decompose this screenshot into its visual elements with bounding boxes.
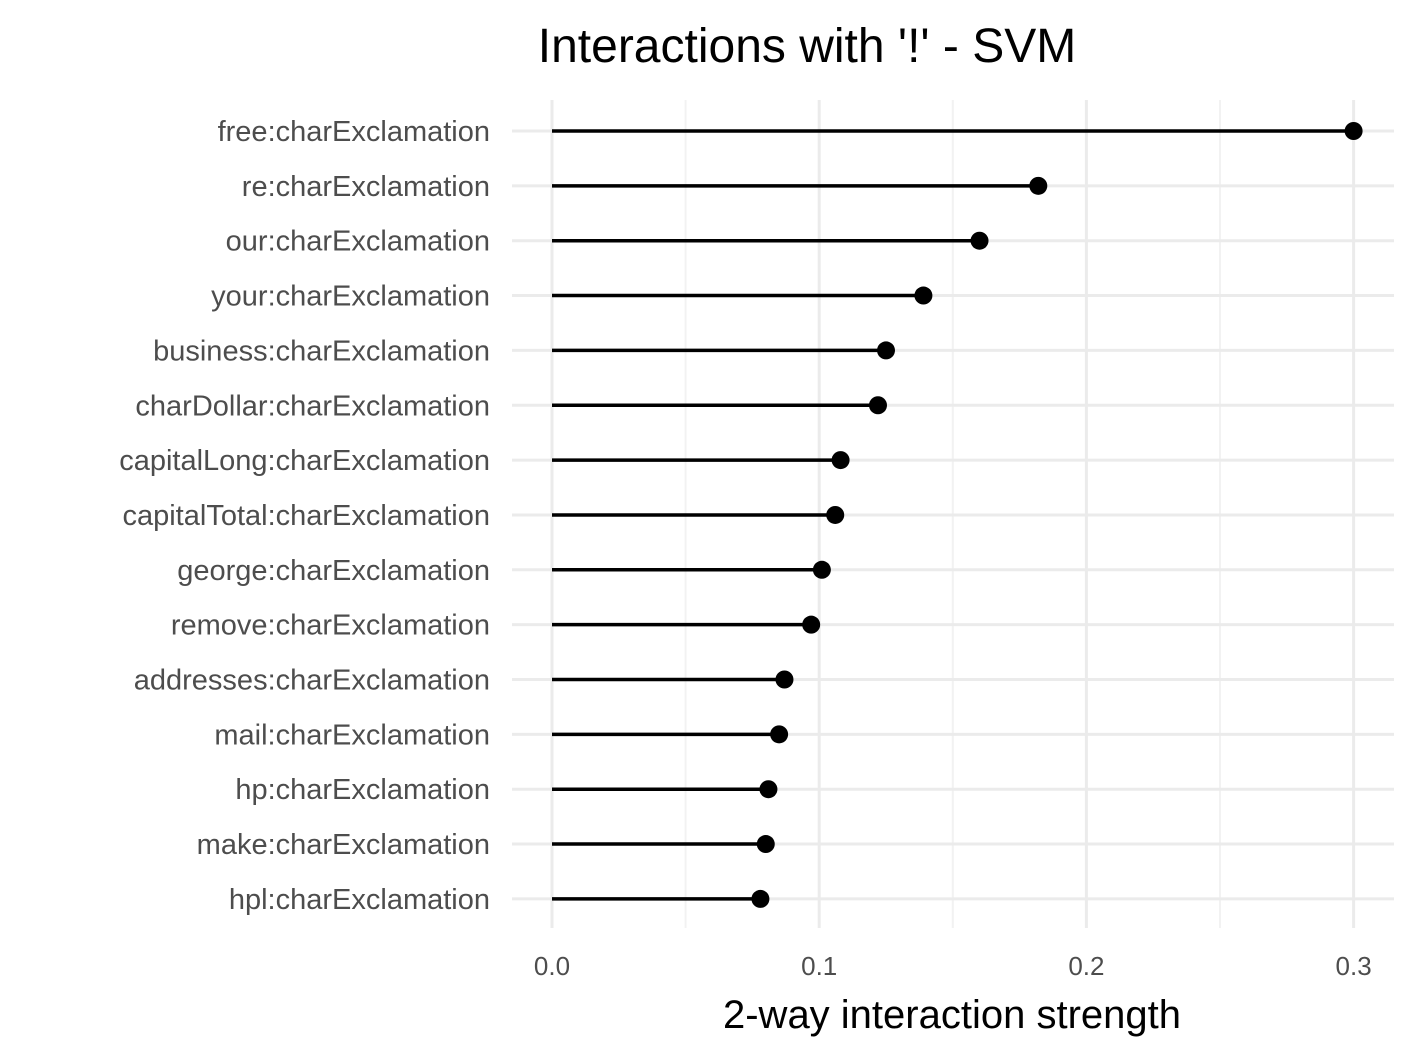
lollipop-point: [756, 835, 775, 854]
y-tick-label: george:charExclamation: [177, 555, 490, 587]
y-tick-label: mail:charExclamation: [214, 719, 490, 751]
y-axis-tick-labels: free:charExclamation re:charExclamation ou…: [119, 116, 490, 916]
lollipop-point: [868, 396, 887, 415]
y-tick-label: your:charExclamation: [211, 281, 490, 313]
lollipop-point: [770, 725, 789, 744]
x-tick-label: 0.2: [1068, 951, 1104, 981]
y-tick-label: charDollar:charExclamation: [135, 390, 490, 422]
chart-title: Interactions with '!' - SVM: [538, 20, 1077, 73]
lollipop-point: [877, 341, 895, 360]
lollipop-point: [759, 780, 778, 799]
lollipop-point: [751, 889, 770, 908]
lollipop-point: [812, 560, 831, 579]
lollipop-point: [914, 286, 933, 305]
y-tick-label: make:charExclamation: [197, 829, 490, 861]
x-axis-tick-labels: 0.0 0.1 0.2 0.3: [534, 951, 1372, 981]
lollipop-point: [775, 670, 794, 689]
lollipop-point: [826, 505, 845, 524]
x-tick-label: 0.1: [801, 951, 837, 981]
y-tick-label: our:charExclamation: [226, 226, 490, 258]
x-axis-label: 2-way interaction strength: [723, 993, 1181, 1037]
y-tick-label: hp:charExclamation: [235, 774, 490, 806]
lollipop-point: [802, 615, 821, 634]
y-tick-label: capitalTotal:charExclamation: [122, 500, 490, 532]
lollipop-point: [970, 231, 989, 250]
y-tick-label: capitalLong:charExclamation: [119, 445, 490, 477]
x-tick-label: 0.3: [1336, 951, 1372, 981]
y-tick-label: re:charExclamation: [242, 171, 490, 203]
lollipop-marks: [552, 122, 1363, 908]
lollipop-point: [1029, 176, 1048, 195]
lollipop-point: [831, 451, 850, 470]
y-tick-label: hpl:charExclamation: [229, 884, 490, 916]
x-tick-label: 0.0: [534, 951, 570, 981]
y-tick-label: addresses:charExclamation: [134, 665, 490, 697]
y-tick-label: free:charExclamation: [218, 116, 490, 148]
y-tick-label: remove:charExclamation: [171, 610, 490, 642]
y-tick-label: business:charExclamation: [153, 335, 490, 367]
lollipop-point: [1344, 122, 1363, 140]
